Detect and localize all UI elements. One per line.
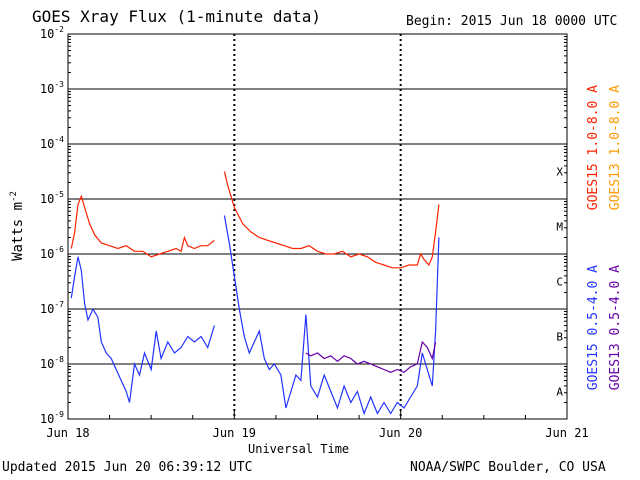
flare-class-b: B [556, 331, 563, 344]
series-legend: GOES15 1.0-8.0 A GOES13 1.0-8.0 A GOES15 0… [586, 85, 623, 390]
chart-title: GOES Xray Flux (1-minute data) [32, 7, 321, 26]
y-tick-label: 10-3 [40, 80, 64, 96]
flare-class-a: A [556, 386, 563, 399]
flare-class-x: X [556, 166, 563, 179]
x-tick-label: Jun 19 [213, 426, 256, 440]
series-line [223, 215, 440, 416]
x-axis-label: Universal Time [248, 442, 350, 456]
y-tick-label: 10-2 [40, 25, 64, 41]
flare-class-c: C [556, 276, 563, 289]
series-line [223, 171, 440, 269]
y-tick-label: 10-4 [40, 135, 64, 151]
flare-class-m: M [556, 221, 563, 234]
flare-class-labels: X M C B A [556, 166, 563, 399]
series-label: GOES13 1.0-8.0 A [608, 85, 623, 210]
y-axis-label: Watts m-2 [9, 191, 26, 261]
y-tick-label: 10-7 [40, 300, 64, 316]
series-line [70, 256, 215, 403]
x-tick-label: Jun 20 [379, 426, 422, 440]
series-line [305, 340, 437, 373]
series-line [70, 194, 215, 258]
y-tick-label: 10-8 [40, 355, 64, 371]
grid-lines [68, 34, 567, 419]
series-label: GOES15 1.0-8.0 A [586, 85, 601, 210]
credit-text: NOAA/SWPC Boulder, CO USA [410, 460, 606, 475]
data-lines [70, 171, 440, 416]
x-axis-ticks: Jun 18 Jun 19 Jun 20 Jun 21 [46, 411, 589, 440]
begin-time: Begin: 2015 Jun 18 0000 UTC [406, 14, 618, 29]
x-tick-label: Jun 18 [46, 426, 89, 440]
y-tick-label: 10-9 [40, 410, 64, 426]
series-label: GOES13 0.5-4.0 A [608, 265, 623, 390]
updated-timestamp: Updated 2015 Jun 20 06:39:12 UTC [2, 460, 253, 475]
y-tick-label: 10-6 [40, 245, 64, 261]
series-label: GOES15 0.5-4.0 A [586, 265, 601, 390]
y-axis-ticks: 10-2 10-3 10-4 10-5 10-6 10-7 10-8 10-9 Watts m-… [9, 25, 567, 426]
y-tick-label: 10-5 [40, 190, 64, 206]
x-tick-label: Jun 21 [545, 426, 588, 440]
